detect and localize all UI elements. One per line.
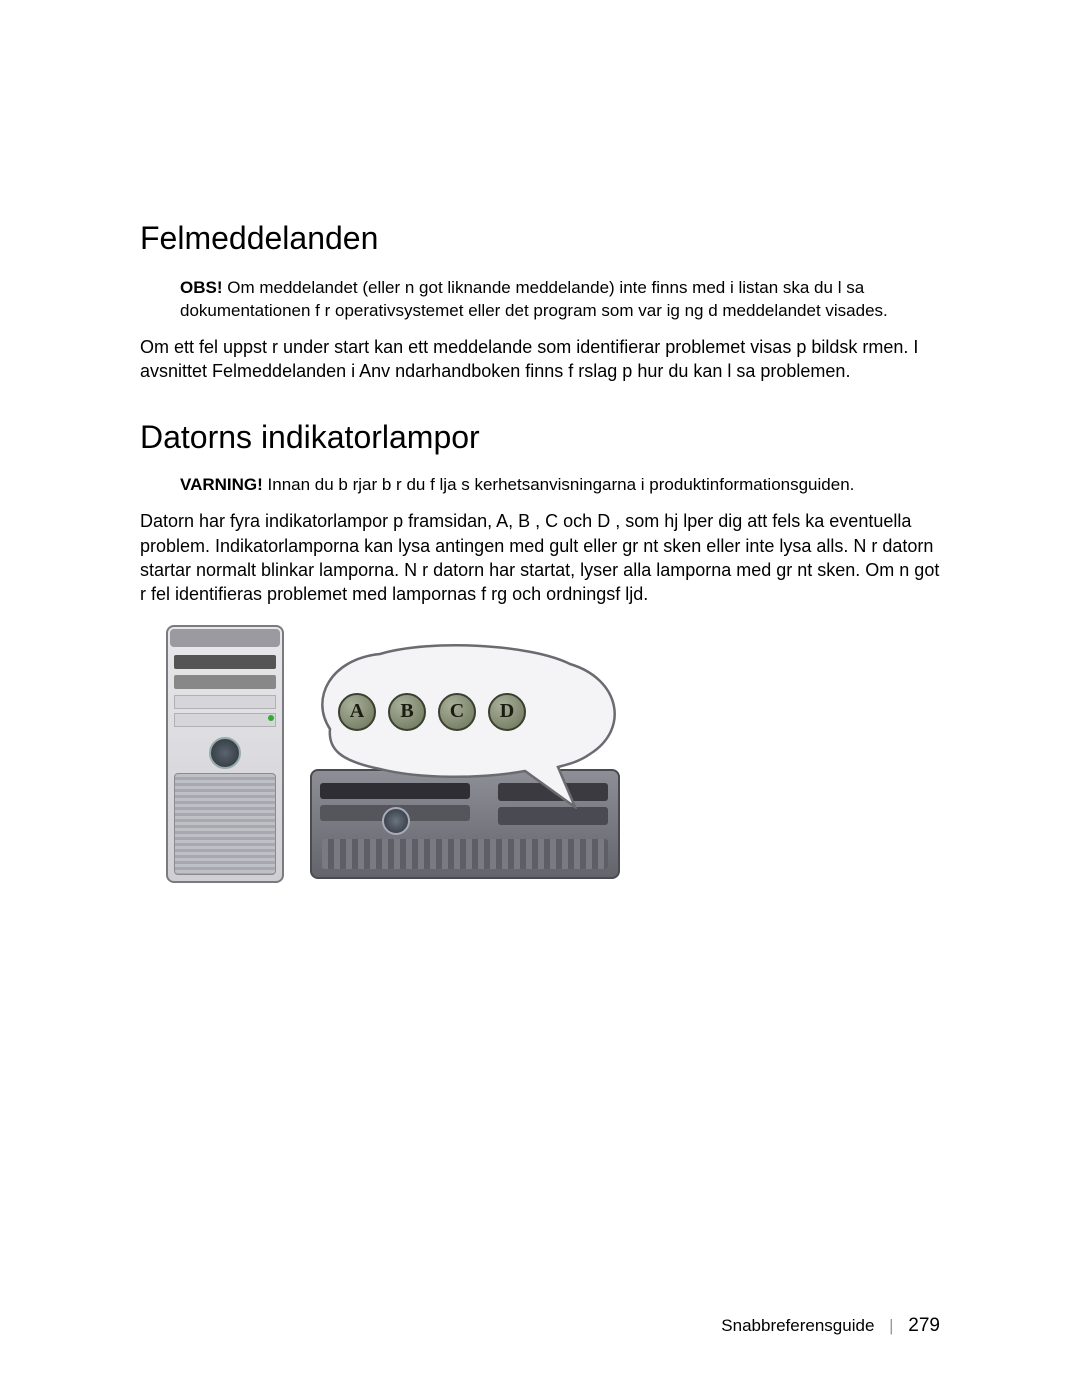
indicator-letters: A B C D [338,693,526,731]
obs-text: Om meddelandet (eller n got liknande med… [180,278,888,320]
heading-indikatorlampor: Datorns indikatorlampor [140,419,940,456]
page-footer: Snabbreferensguide | 279 [721,1315,940,1337]
computer-figure: A B C D [160,619,640,919]
indicator-letter-c: C [438,693,476,731]
obs-note: OBS! Om meddelandet (eller n got liknand… [180,277,940,323]
document-page: Felmeddelanden OBS! Om meddelandet (elle… [0,0,1080,919]
indicator-letter-b: B [388,693,426,731]
heading-felmeddelanden: Felmeddelanden [140,220,940,257]
speech-bubble-icon: A B C D [310,639,630,809]
obs-label: OBS! [180,278,223,297]
indicator-letter-a: A [338,693,376,731]
footer-title: Snabbreferensguide [721,1316,874,1335]
varning-note: VARNING! Innan du b rjar b r du f lja s … [180,474,940,497]
section1-body: Om ett fel uppst r under start kan ett m… [140,335,940,384]
section2-body: Datorn har fyra indikatorlampor p framsi… [140,509,940,606]
tower-computer-icon [160,619,290,889]
footer-page-number: 279 [908,1315,940,1336]
indicator-letter-d: D [488,693,526,731]
footer-separator: | [889,1316,893,1335]
varning-text: Innan du b rjar b r du f lja s kerhetsan… [268,475,855,494]
varning-label: VARNING! [180,475,263,494]
